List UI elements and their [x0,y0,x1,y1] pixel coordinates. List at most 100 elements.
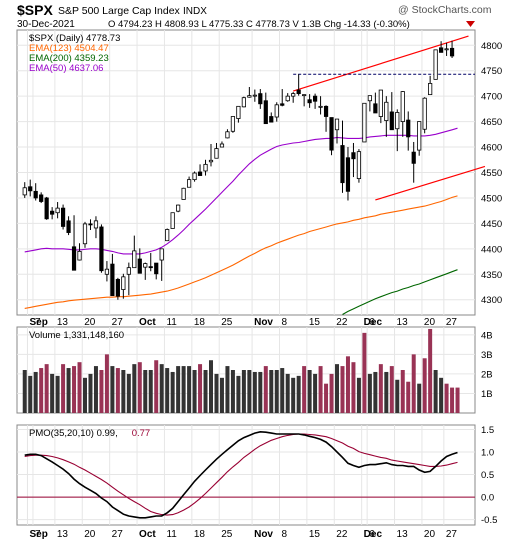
volume-bar [83,377,88,413]
candle-body [93,220,99,229]
candle-body [176,204,181,212]
volume-bar [110,366,115,413]
ema-line [24,127,458,255]
candle-body [378,89,383,117]
volume-bar [165,368,170,413]
y-tick-label: 4550 [481,168,502,179]
x-tick-label: 22 [336,317,348,328]
candle-body [132,250,137,269]
candle-body [55,207,60,214]
candle-body [22,187,27,196]
candle-body [115,278,120,297]
volume-bar [44,364,49,413]
candle-body [39,194,44,202]
y-tick-label: 4450 [481,219,502,230]
volume-panel: 1B 2B 3B 4B Volume 1,331,148,160 [16,326,493,414]
volume-bar [247,370,252,413]
volume-bar [55,375,60,413]
volume-bar [22,370,27,413]
watermark: @ StockCharts.com [398,4,492,16]
x-tick-label: Oct [139,529,156,540]
x-tick-label: Dec [364,317,383,328]
y-tick-label: 4500 [481,193,502,204]
x-tick-label: 6 [369,529,375,540]
candle-body [50,210,55,215]
candle-body [417,121,422,151]
x-tick-label: 27 [112,317,124,328]
volume-bar [400,370,405,413]
price-panel: 4300 4350 4400 4450 4500 4550 4600 4650 4700 4750… [16,29,502,316]
y-tick-label: 4350 [481,270,502,281]
candle-body [389,111,394,131]
volume-bar [389,366,394,413]
volume-bar [72,366,77,413]
legend-entry: EMA(50) 4637.06 [29,63,103,74]
volume-bar [219,377,224,413]
volume-bar [77,362,82,413]
candle-body [219,143,225,148]
volume-bar [61,364,66,413]
volume-bar [148,370,153,413]
x-tick-label: 27 [446,317,458,328]
candle-body [285,95,290,102]
candle-body [269,116,274,123]
chart-header: $SPX S&P 500 Large Cap Index INDX @ Stoc… [17,2,492,30]
candle-body [312,95,318,102]
legend-entry: EMA(123) 4504.47 [29,43,109,54]
volume-bar [422,358,427,413]
volume-bar [373,371,378,413]
x-tick-label: 20 [84,317,96,328]
candle-body [60,207,66,227]
x-tick-label: 7 [35,529,41,540]
candle-body [263,100,268,125]
pmo-panel: -0.5 0.0 0.5 1.0 1.5 PMO(35,20,10) 0.99, 0.77 [16,424,497,526]
volume-bar [170,371,175,413]
candle-body [143,263,148,268]
candle-body [296,89,301,95]
x-tick-label: Nov [254,529,273,540]
volume-bar [203,370,208,413]
x-tick-label: 15 [309,317,321,328]
candle-body [181,187,186,200]
candle-body [302,94,307,97]
candle-body [384,101,389,121]
volume-bar [143,370,148,413]
candle-body [449,47,455,57]
trendline [375,165,486,201]
candle-body [400,91,405,123]
candle-body [148,266,153,269]
volume-bar [291,377,296,413]
legend-entry: $SPX (Daily) 4778.73 [29,33,120,44]
y-tick-label: -0.5 [481,515,497,526]
volume-bar [340,366,345,413]
y-tick-label: 1.0 [481,448,494,459]
volume-bar [115,368,120,413]
pmo-line [24,430,458,519]
candle-body [241,97,246,108]
y-tick-label: 0.5 [481,470,494,481]
candle-body [230,116,236,132]
volume-bar [88,373,93,413]
candle-body [104,268,110,275]
candle-body [439,47,444,53]
pmo-signal-line [24,433,458,516]
volume-bar [313,373,318,413]
volume-bar [439,377,444,413]
candle-body [422,97,427,130]
volume-bar [39,368,44,413]
candle-body [274,104,279,118]
candle-body [28,186,33,192]
candle-body [197,171,203,176]
candle-body [280,103,285,106]
volume-bar [230,370,235,413]
candle-body [291,93,296,97]
candle-body [121,276,126,290]
volume-bar [121,370,126,413]
y-tick-label: 4700 [481,92,502,103]
x-tick-label: 18 [194,317,206,328]
candle-body [71,246,77,271]
candle-body [165,229,170,242]
candle-body [88,223,93,226]
